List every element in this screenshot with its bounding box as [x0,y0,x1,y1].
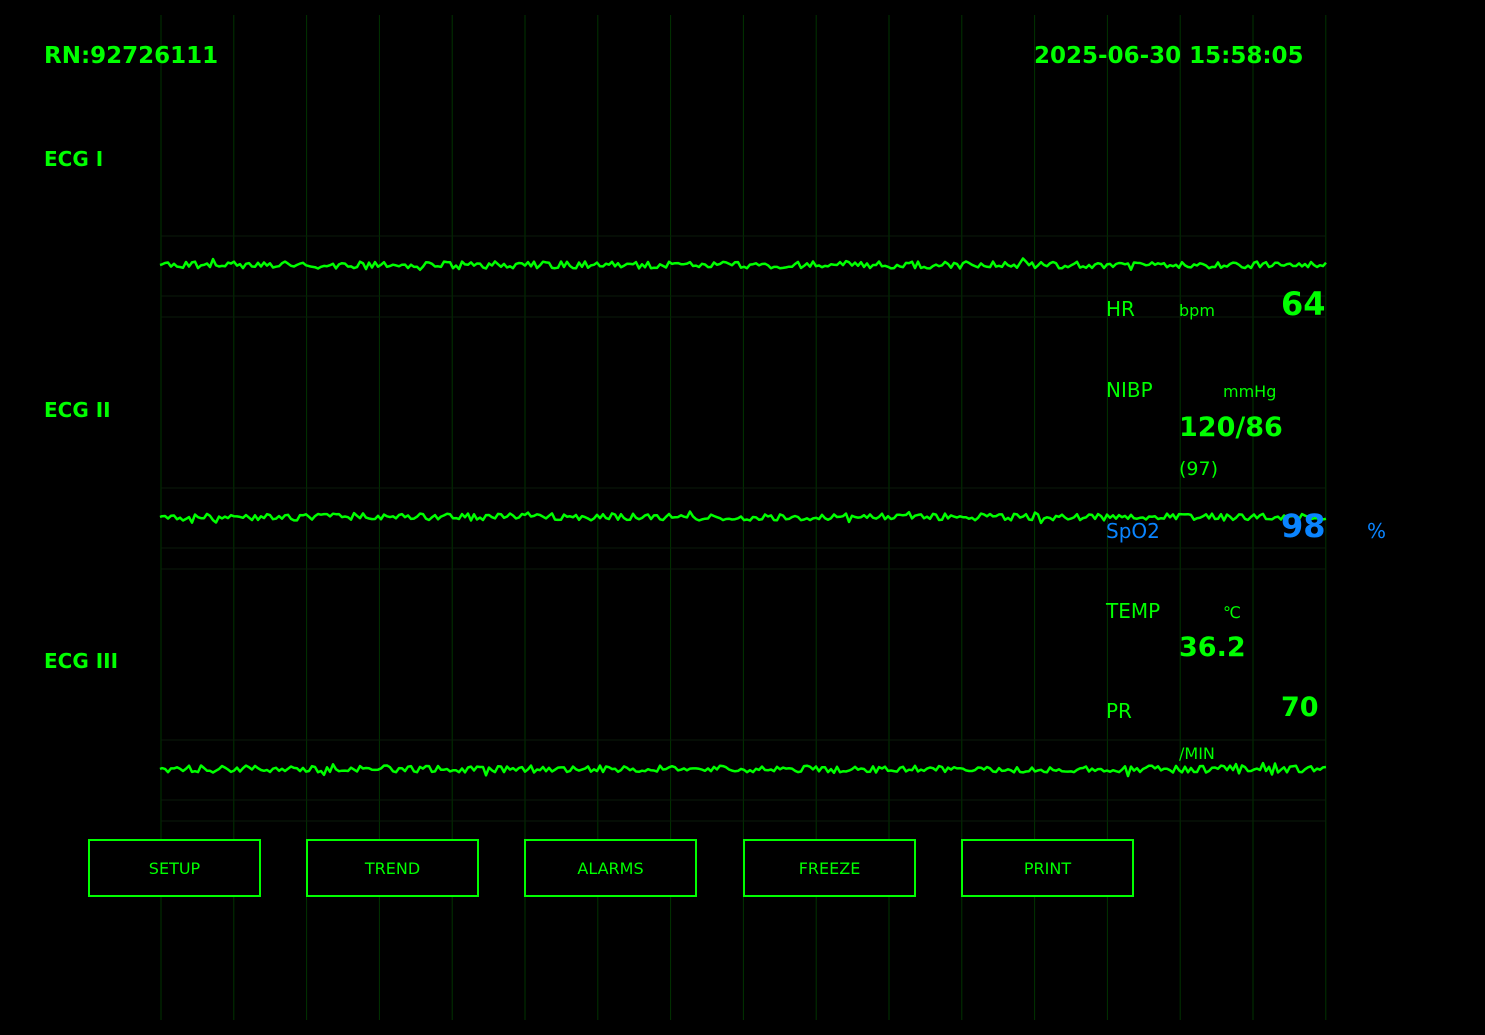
trend-button[interactable]: TREND [306,839,479,897]
record-number: RN:92726111 [44,43,219,69]
temp-label: TEMP [1106,599,1161,623]
spo2-unit: % [1367,519,1387,543]
lead-label-ecg-i: ECG I [44,147,104,171]
pr-unit: /MIN [1179,744,1215,763]
ecg-waveform-iii [159,761,1327,778]
nibp-value: 120/86 [1179,412,1283,443]
alarms-button[interactable]: ALARMS [524,839,697,897]
spo2-label: SpO2 [1106,519,1160,543]
ecg-waveform-i [159,257,1327,272]
temp-value: 36.2 [1179,632,1246,663]
pr-label: PR [1106,699,1132,723]
pr-value: 70 [1281,692,1319,723]
setup-button[interactable]: SETUP [88,839,261,897]
ecg-waveform-ii [159,510,1327,525]
spo2-value: 98 [1281,507,1326,545]
datetime: 2025-06-30 15:58:05 [1034,43,1304,69]
lead-label-ecg-ii: ECG II [44,398,111,422]
nibp-mean: (97) [1179,458,1219,480]
hr-unit: bpm [1179,301,1215,320]
hr-value: 64 [1281,285,1326,323]
lead-label-ecg-iii: ECG III [44,649,119,673]
freeze-button[interactable]: FREEZE [743,839,916,897]
nibp-unit: mmHg [1223,382,1277,401]
print-button[interactable]: PRINT [961,839,1134,897]
temp-unit: ℃ [1223,603,1241,622]
nibp-label: NIBP [1106,378,1153,402]
hr-label: HR [1106,297,1135,321]
